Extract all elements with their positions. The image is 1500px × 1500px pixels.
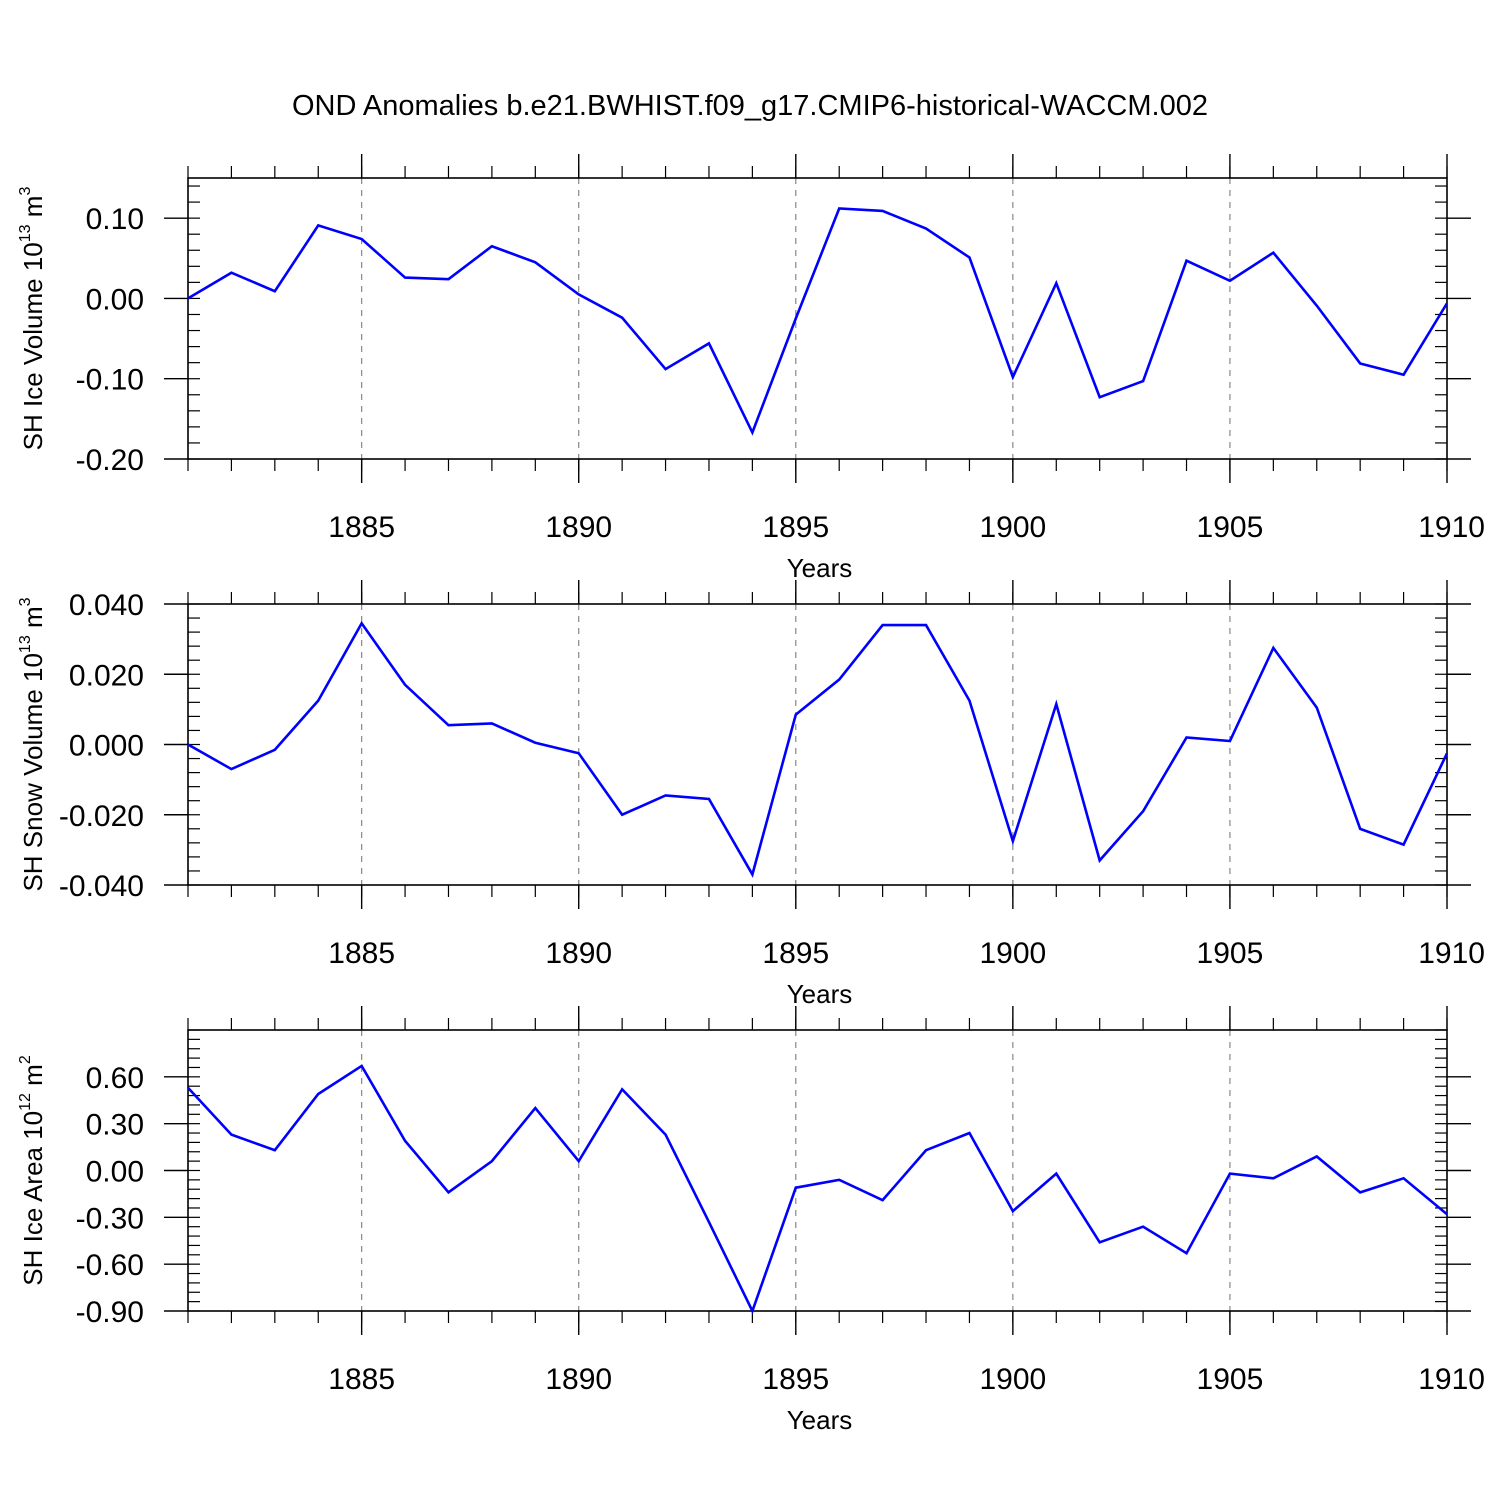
series-line [187,1064,1448,1315]
y-tick-label: 0.00 [86,1156,144,1189]
y-tick-label: -0.60 [76,1249,144,1282]
x-tick-label: 1890 [545,511,612,544]
x-tick-label: 1895 [762,511,829,544]
x-tick-label: 1905 [1197,937,1264,970]
y-tick-label: -0.040 [59,870,144,903]
y-tick-label: -0.020 [59,800,144,833]
panel-3: 1885 1890 1895 1900 1905 1910 -0.90 -0.60 -0.30 0… [17,1006,1485,1435]
series-line [187,620,1449,878]
x-tick-label: 1885 [328,937,395,970]
y-axis-label: SH Ice Area 1012 m2 [17,1055,48,1286]
x-tick-label: 1905 [1197,511,1264,544]
x-tick-label: 1910 [1418,511,1485,544]
x-tick-label: 1890 [545,937,612,970]
y-tick-label: -0.30 [76,1202,144,1235]
y-tick-label: 0.000 [69,730,144,763]
x-tick-label: 1895 [762,937,829,970]
x-axis-label: Years [787,979,853,1009]
panels: 1885 1890 1895 1900 1905 1910 -0.20 -0.10 0.00 0.… [17,154,1485,1435]
y-tick-label: 0.00 [86,283,144,316]
x-tick-label: 1905 [1197,1363,1264,1396]
y-tick-label: 0.040 [69,589,144,622]
y-tick-label: 0.10 [86,203,144,236]
x-tick-label: 1910 [1418,1363,1485,1396]
panel-1: 1885 1890 1895 1900 1905 1910 -0.20 -0.10 0.00 0.… [17,154,1485,583]
y-tick-label: -0.90 [76,1296,144,1329]
figure-title: OND Anomalies b.e21.BWHIST.f09_g17.CMIP6… [292,90,1208,122]
y-tick-label: 0.020 [69,659,144,692]
y-tick-label: 0.60 [86,1062,144,1095]
y-axis-label: SH Ice Volume 1013 m3 [17,187,48,451]
x-tick-label: 1900 [979,1363,1046,1396]
x-axis-label: Years [787,553,853,583]
series-line [187,207,1449,436]
y-axis-label: SH Snow Volume 1013 m3 [17,597,48,891]
panel-2: 1885 1890 1895 1900 1905 1910 -0.040 -0.020 0.00… [17,580,1485,1009]
x-axis-label: Years [787,1405,853,1435]
plot-frame [187,1029,1448,1312]
x-tick-label: 1900 [979,511,1046,544]
x-tick-label: 1890 [545,1363,612,1396]
y-tick-label: 0.30 [86,1109,144,1142]
y-tick-label: -0.10 [76,364,144,397]
x-tick-label: 1885 [328,511,395,544]
x-tick-label: 1895 [762,1363,829,1396]
x-tick-label: 1885 [328,1363,395,1396]
y-tick-label: -0.20 [76,444,144,477]
x-tick-label: 1910 [1418,937,1485,970]
plot-frame [187,177,1448,460]
x-tick-label: 1900 [979,937,1046,970]
